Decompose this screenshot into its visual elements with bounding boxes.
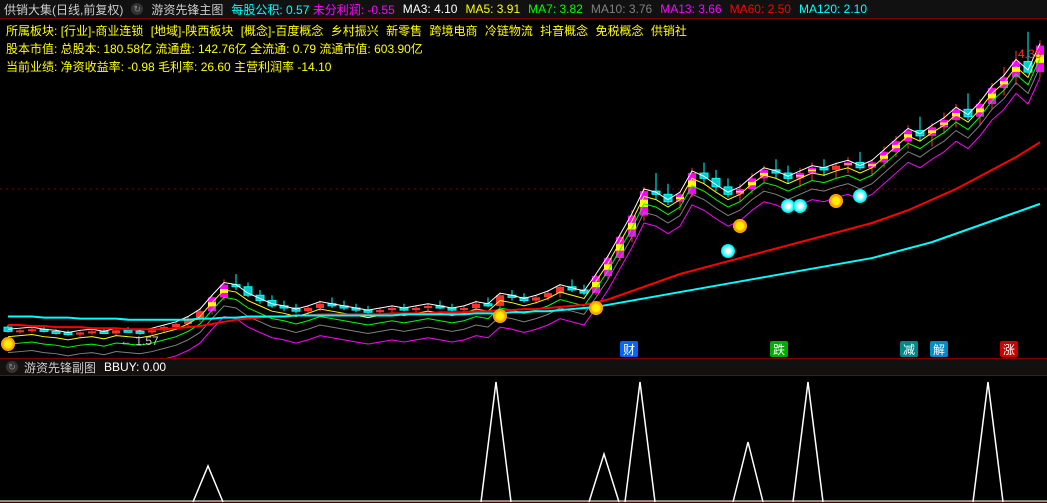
info-block: 所属板块: [行业]-商业连锁 [地域]-陕西板块 [概念]-百度概念 乡村振兴… <box>6 22 691 76</box>
stock-title: 供销大集(日线,前复权) <box>4 1 123 18</box>
performance-row: 当前业绩: 净资收益率: -0.98 毛利率: 26.60 主营利润率 -14.… <box>6 58 691 76</box>
sub-metric: BBUY: 0.00 <box>104 360 166 374</box>
signal-dot-icon <box>853 189 867 203</box>
refresh-icon[interactable]: ↻ <box>131 3 143 15</box>
ma-group: MA3: 4.10MA5: 3.91MA7: 3.82MA10: 3.76MA1… <box>403 2 867 16</box>
buy-signal-icon <box>589 301 603 315</box>
sub-chart[interactable] <box>0 376 1047 503</box>
buy-signal-icon <box>733 219 747 233</box>
low-price-label: ← 1.57 <box>120 334 159 348</box>
high-price-label: 4.38 <box>1018 47 1041 61</box>
capital-row: 股本市值: 总股本: 180.58亿 流通盘: 142.76亿 全流通: 0.7… <box>6 40 691 58</box>
signal-dot-icon <box>793 199 807 213</box>
event-tag[interactable]: 涨 <box>1000 341 1018 357</box>
signal-dot-icon <box>721 244 735 258</box>
sector-row: 所属板块: [行业]-商业连锁 [地域]-陕西板块 [概念]-百度概念 乡村振兴… <box>6 22 691 40</box>
event-tag[interactable]: 解 <box>930 341 948 357</box>
header-metrics: 每股公积: 0.57 未分利润: -0.55 <box>231 1 394 18</box>
event-tag[interactable]: 财 <box>620 341 638 357</box>
buy-signal-icon <box>493 309 507 323</box>
buy-signal-icon <box>829 194 843 208</box>
buy-signal-icon <box>1 337 15 351</box>
refresh-icon[interactable]: ↻ <box>6 361 18 373</box>
indicator-name: 游资先锋主图 <box>151 1 223 18</box>
event-tag[interactable]: 减 <box>900 341 918 357</box>
event-tag[interactable]: 跌 <box>770 341 788 357</box>
header-bar: 供销大集(日线,前复权) ↻ 游资先锋主图 每股公积: 0.57 未分利润: -… <box>0 0 1047 18</box>
sub-header: ↻ 游资先锋副图 BBUY: 0.00 <box>0 358 1047 376</box>
sub-title: 游资先锋副图 <box>24 359 96 376</box>
